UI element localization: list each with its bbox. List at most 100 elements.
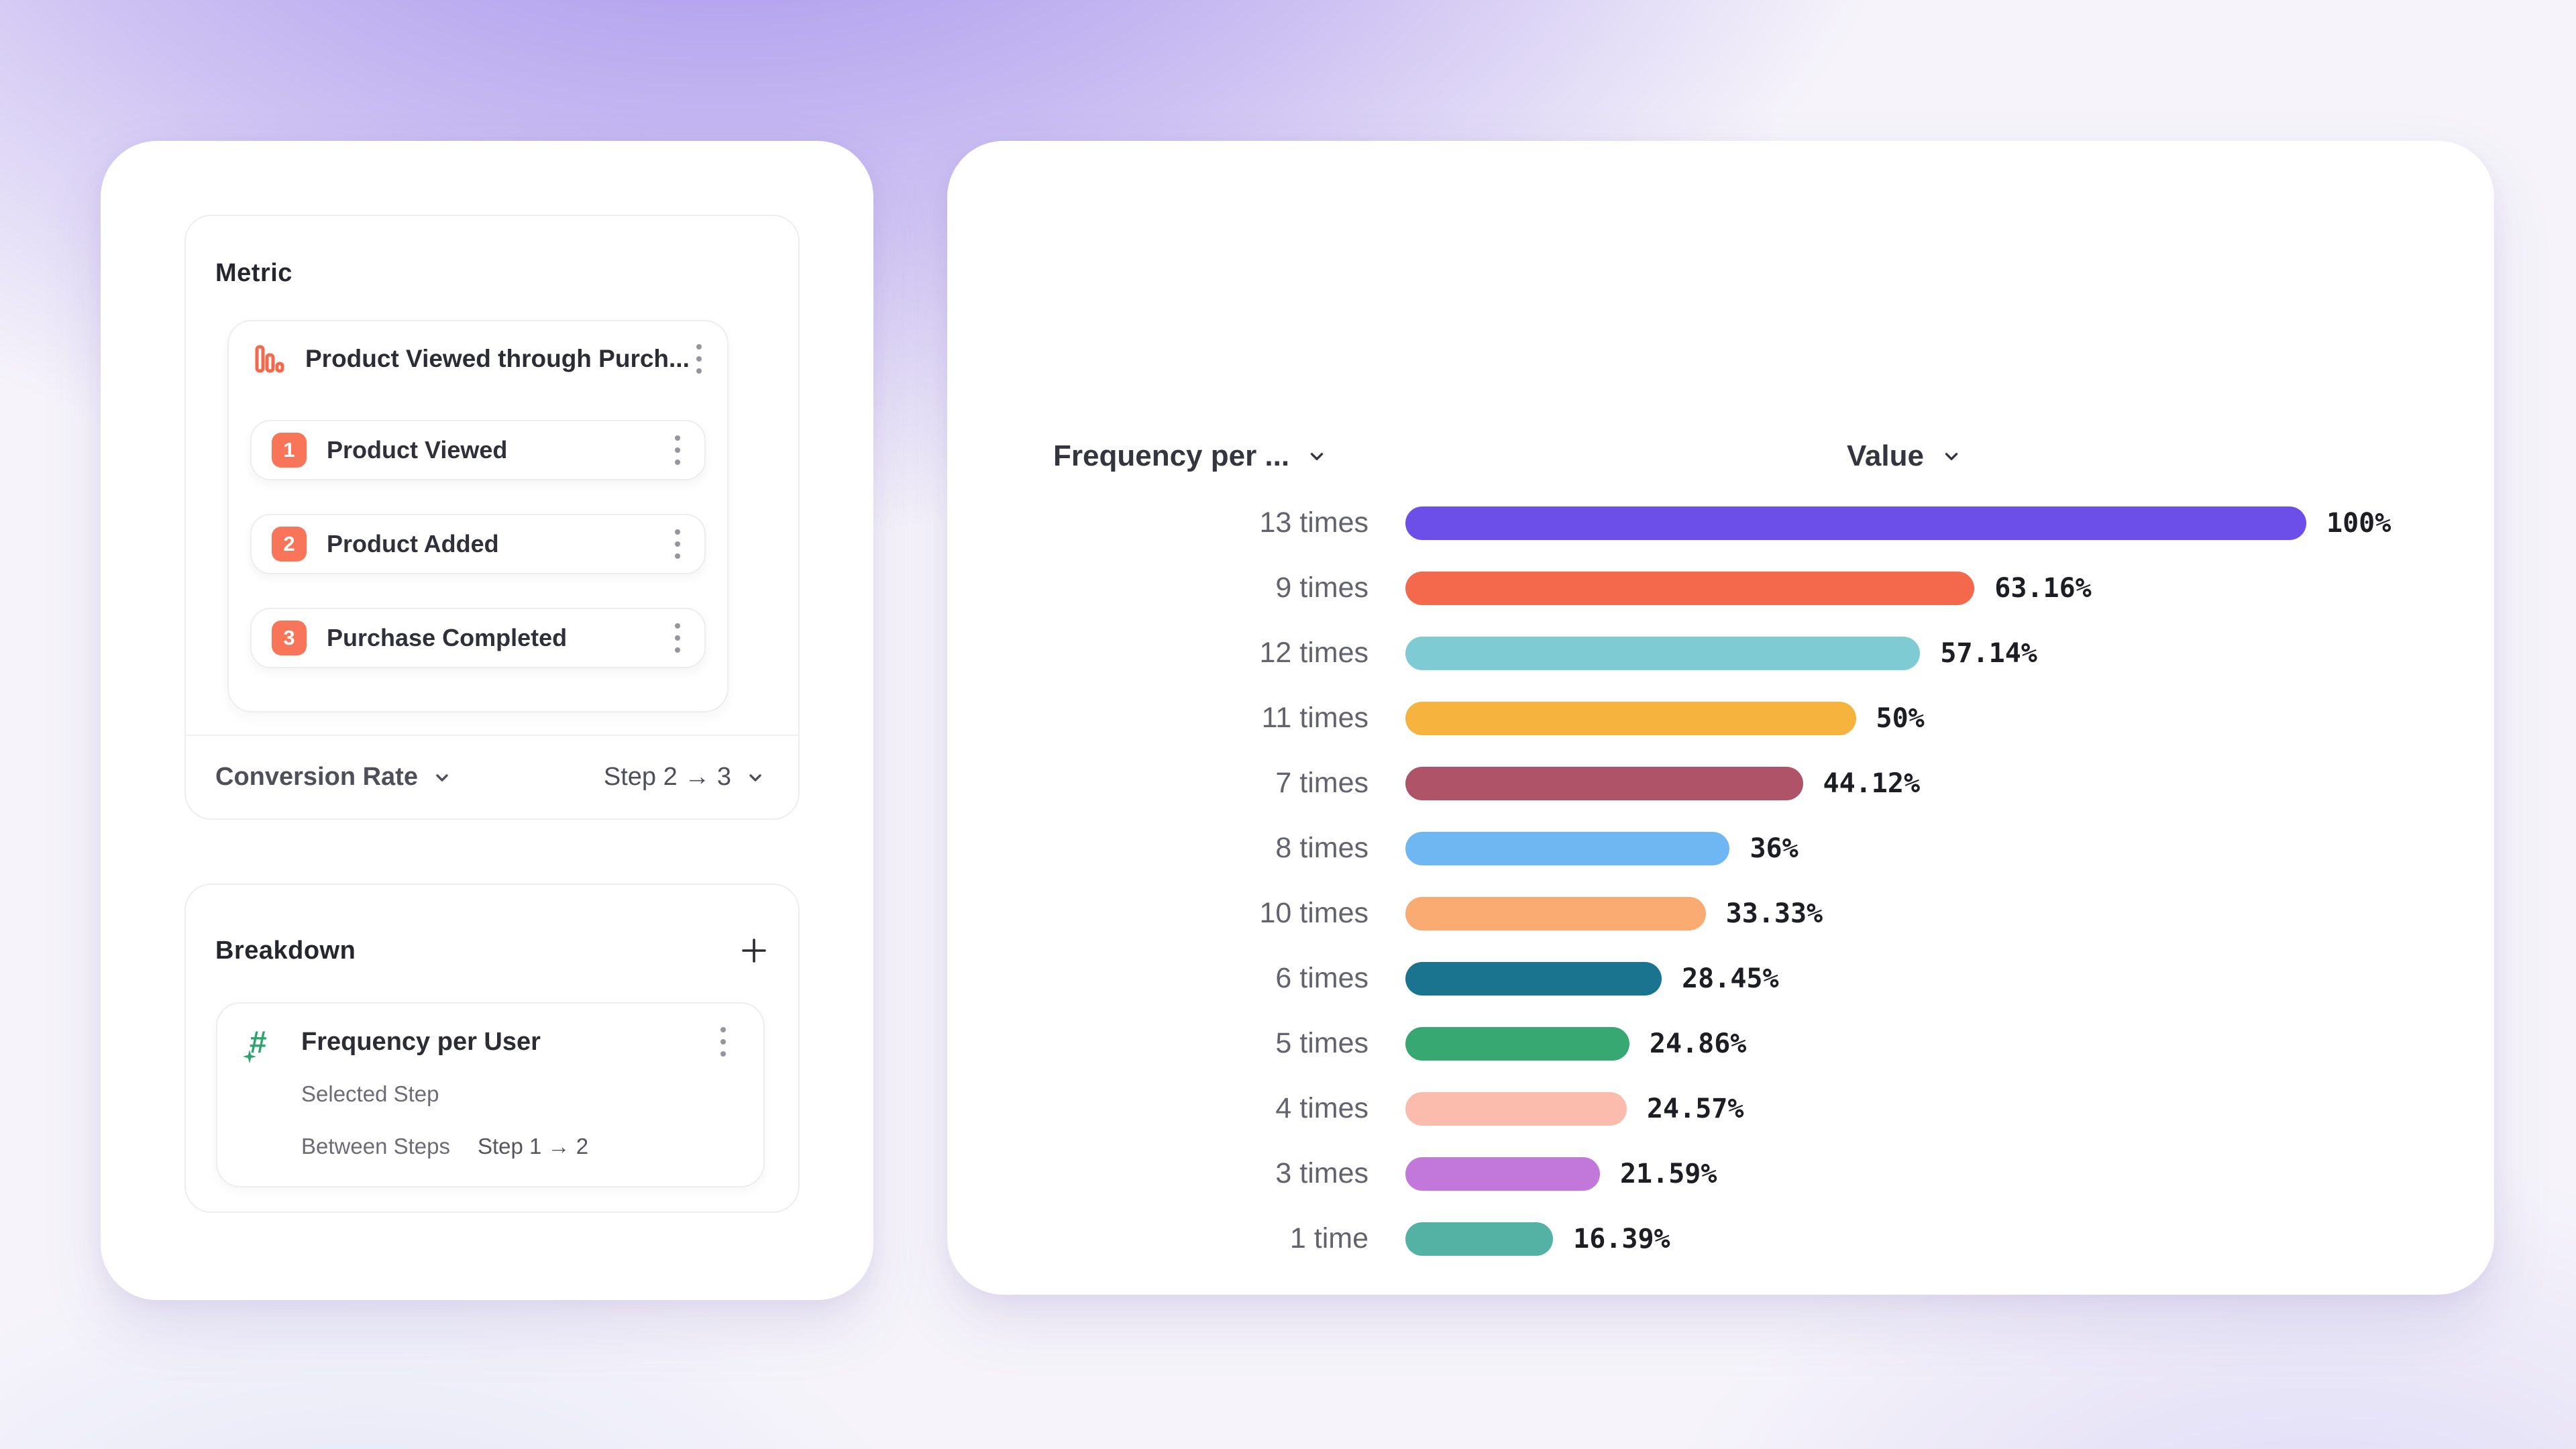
category-label: 5 times (1275, 1027, 1368, 1059)
bar-area: 50% (1405, 701, 2467, 735)
breakdown-detail-label: Selected Step (301, 1081, 439, 1106)
panel-divider (186, 735, 798, 736)
category-label: 6 times (1275, 962, 1368, 994)
chart-row: 5 times 24.86% (947, 1011, 2467, 1076)
chevron-down-icon (1310, 453, 1324, 460)
chart-row: 13 times 100% (947, 490, 2467, 555)
step-range-label: Step 2 → 3 (603, 763, 731, 791)
chart-row: 7 times 44.12% (947, 751, 2467, 816)
category-label: 12 times (1259, 637, 1368, 669)
value-label: 57.14% (1940, 637, 2037, 669)
funnel-event-row[interactable]: Product Viewed through Purch... (254, 335, 708, 383)
category-label: 9 times (1275, 572, 1368, 604)
bar[interactable] (1405, 896, 1706, 930)
step-range-dropdown[interactable]: Step 2 → 3 (604, 763, 765, 792)
value-label: 28.45% (1682, 963, 1779, 994)
funnel-step-1[interactable]: 1 Product Viewed (250, 420, 706, 480)
kebab-menu-icon[interactable] (714, 1023, 733, 1061)
step-label: Product Added (327, 530, 499, 557)
funnel-event-card[interactable]: Product Viewed through Purch... 1 Product… (227, 320, 729, 712)
bar[interactable] (1405, 1026, 1629, 1061)
value-label: 44.12% (1823, 767, 1921, 799)
kebab-menu-icon[interactable] (668, 619, 687, 657)
bar-area: 28.45% (1405, 961, 2467, 996)
hash-star-icon: # (243, 1024, 280, 1063)
bar[interactable] (1405, 1091, 1627, 1126)
value-label: 36% (1750, 833, 1799, 864)
category-label: 3 times (1275, 1157, 1368, 1189)
step-number-badge: 2 (272, 527, 307, 561)
chart-row: 11 times 50% (947, 686, 2467, 751)
chart-row: 10 times 33.33% (947, 881, 2467, 946)
bar[interactable] (1405, 766, 1803, 800)
kebab-menu-icon[interactable] (668, 525, 687, 563)
breakdown-detail-value: Step 1 → 2 (478, 1134, 589, 1159)
breakdown-detail-row: Between Steps Step 1 → 2 (301, 1133, 588, 1160)
bar[interactable] (1405, 1157, 1600, 1191)
step-number-badge: 1 (272, 433, 307, 468)
category-label: 11 times (1261, 702, 1368, 734)
value-label: 63.16% (1994, 572, 2092, 604)
category-label: 10 times (1259, 897, 1368, 929)
breakdown-detail-label: Between Steps (301, 1134, 450, 1159)
value-label: 100% (2326, 507, 2392, 539)
bar[interactable] (1405, 831, 1730, 865)
chart-row: 4 times 24.57% (947, 1076, 2467, 1141)
bar[interactable] (1405, 701, 1856, 735)
value-label: 33.33% (1725, 898, 1823, 929)
chart-value-column-dropdown[interactable]: Value (1847, 434, 1962, 478)
value-label: 24.57% (1646, 1093, 1744, 1124)
chart-category-column-dropdown[interactable]: Frequency per ... (1053, 434, 1327, 478)
plus-icon[interactable] (739, 936, 769, 965)
breakdown-detail-row: Selected Step (301, 1081, 439, 1108)
category-label: 1 time (1289, 1222, 1368, 1254)
bar[interactable] (1405, 961, 1662, 996)
breakdown-panel: Breakdown # Frequency per User Selected … (184, 883, 800, 1213)
chart-rows: 13 times 100% 9 times 63.16% 12 times 57.14% 1… (947, 490, 2467, 1271)
metric-panel: Metric Product Viewed through Purch... 1… (184, 215, 800, 820)
chart-card: Frequency per ... Value 13 times 100% 9 ti… (947, 141, 2494, 1295)
bar-area: 21.59% (1405, 1157, 2467, 1191)
bar-area: 63.16% (1405, 571, 2467, 605)
bar[interactable] (1405, 636, 1921, 670)
category-label: 8 times (1275, 832, 1368, 864)
step-label: Purchase Completed (327, 624, 568, 651)
value-label: 50% (1876, 702, 1925, 734)
breakdown-item-card[interactable]: # Frequency per User Selected Step Betwee… (216, 1002, 765, 1187)
breakdown-title: Breakdown (215, 936, 356, 965)
chevron-down-icon (436, 773, 448, 782)
chart-row: 1 time 16.39% (947, 1206, 2467, 1271)
bar-area: 16.39% (1405, 1222, 2467, 1256)
bar-area: 33.33% (1405, 896, 2467, 930)
chevron-down-icon (749, 773, 761, 782)
breakdown-item-row[interactable]: # Frequency per User (243, 1022, 733, 1063)
kebab-menu-icon[interactable] (668, 431, 687, 469)
conversion-rate-label: Conversion Rate (215, 763, 418, 791)
breakdown-header: Breakdown (215, 932, 769, 969)
chevron-down-icon (1945, 453, 1958, 460)
bar-area: 57.14% (1405, 636, 2467, 670)
chart-row: 12 times 57.14% (947, 621, 2467, 686)
category-label: 4 times (1275, 1092, 1368, 1124)
breakdown-item-title: Frequency per User (301, 1027, 541, 1056)
funnel-bars-icon (255, 345, 284, 373)
chart-category-column-label: Frequency per ... (1053, 439, 1290, 472)
funnel-step-3[interactable]: 3 Purchase Completed (250, 608, 706, 668)
bar[interactable] (1405, 506, 2306, 540)
bar-area: 44.12% (1405, 766, 2467, 800)
chart-value-column-label: Value (1847, 439, 1924, 472)
step-number-badge: 3 (272, 621, 307, 655)
bar-area: 100% (1405, 506, 2467, 540)
category-label: 13 times (1259, 506, 1368, 539)
chart-row: 3 times 21.59% (947, 1141, 2467, 1206)
kebab-menu-icon[interactable] (690, 340, 708, 378)
funnel-step-2[interactable]: 2 Product Added (250, 514, 706, 574)
conversion-rate-dropdown[interactable]: Conversion Rate (215, 763, 451, 792)
bar[interactable] (1405, 1222, 1554, 1256)
bar[interactable] (1405, 571, 1975, 605)
chart-row: 9 times 63.16% (947, 555, 2467, 621)
metric-panel-title: Metric (215, 259, 292, 287)
chart-row: 6 times 28.45% (947, 946, 2467, 1011)
metric-panel-footer: Conversion Rate Step 2 → 3 (186, 736, 798, 818)
funnel-config-card: Metric Product Viewed through Purch... 1… (101, 141, 873, 1300)
